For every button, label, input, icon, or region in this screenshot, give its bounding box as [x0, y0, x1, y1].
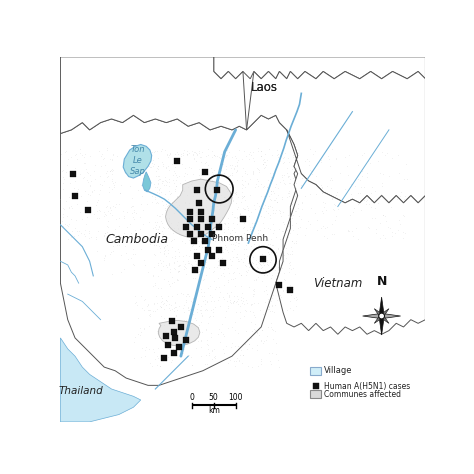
- FancyBboxPatch shape: [310, 390, 321, 398]
- FancyBboxPatch shape: [310, 367, 321, 375]
- Polygon shape: [123, 145, 152, 178]
- Polygon shape: [214, 57, 425, 79]
- Polygon shape: [61, 338, 141, 422]
- Text: 50: 50: [209, 393, 219, 402]
- Text: Thailand: Thailand: [58, 386, 103, 396]
- Polygon shape: [61, 115, 298, 385]
- Text: Vietnam: Vietnam: [313, 277, 363, 290]
- Polygon shape: [380, 309, 389, 318]
- Text: 0: 0: [190, 393, 194, 402]
- Text: Ton
Le
Sap: Ton Le Sap: [130, 146, 146, 176]
- Text: Village: Village: [324, 366, 353, 375]
- Polygon shape: [363, 313, 382, 319]
- Polygon shape: [276, 130, 425, 334]
- Text: 100: 100: [228, 393, 243, 402]
- Polygon shape: [382, 313, 401, 319]
- Text: Phnom Penh: Phnom Penh: [212, 234, 268, 243]
- Polygon shape: [380, 315, 389, 323]
- Circle shape: [379, 313, 384, 319]
- Polygon shape: [374, 309, 383, 318]
- Text: Cambodia: Cambodia: [106, 233, 169, 246]
- Text: km: km: [208, 407, 219, 416]
- Text: Laos: Laos: [251, 82, 278, 94]
- Polygon shape: [158, 320, 200, 346]
- Polygon shape: [61, 57, 246, 134]
- Text: N: N: [376, 275, 387, 288]
- Text: Communes affected: Communes affected: [324, 390, 401, 399]
- Polygon shape: [246, 72, 425, 203]
- Polygon shape: [379, 316, 384, 335]
- Polygon shape: [379, 297, 384, 316]
- Text: Laos: Laos: [251, 82, 278, 94]
- Polygon shape: [165, 179, 232, 237]
- Text: Human A(H5N1) cases: Human A(H5N1) cases: [324, 382, 410, 391]
- Polygon shape: [374, 315, 383, 323]
- Polygon shape: [143, 172, 151, 192]
